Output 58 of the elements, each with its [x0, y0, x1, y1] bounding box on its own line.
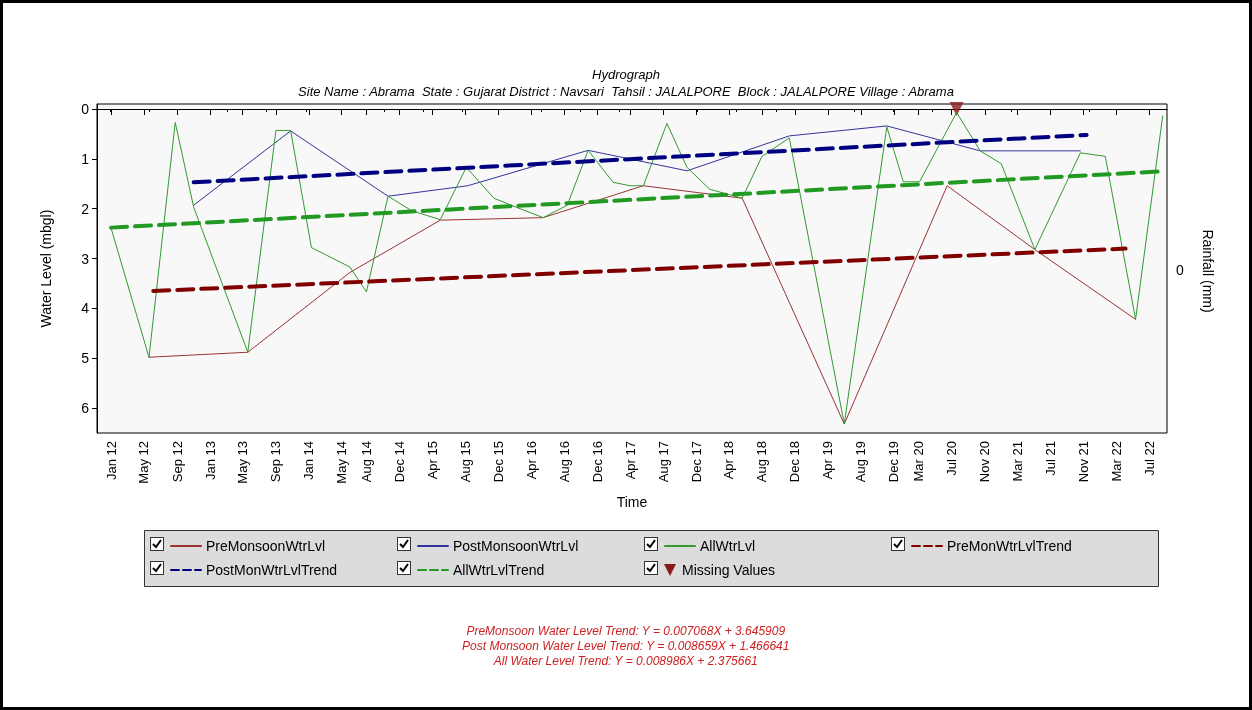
x-tick-label: Mar 20: [910, 441, 926, 482]
x-tick-label: Aug 18: [754, 441, 770, 483]
x-tick-label: Aug 16: [556, 441, 572, 483]
x-tick-label: Dec 15: [490, 441, 506, 483]
y2-axis-title: Rainfall (mm): [1200, 229, 1216, 313]
x-tick-label: Aug 15: [457, 441, 473, 483]
x-tick-label: Nov 21: [1076, 441, 1092, 483]
x-tick-label: May 13: [235, 441, 251, 484]
chart-subtitle: Site Name : Abrama State : Gujarat District : Navsari Tahsil : JALALPORE Block : JALALPORE Village : Abrama: [298, 84, 954, 99]
x-tick-label: Mar 21: [1009, 441, 1025, 482]
y-tick-label: 3: [81, 250, 90, 267]
legend-label: PostMonWtrLvlTrend: [206, 562, 337, 578]
x-tick-label: Dec 14: [391, 441, 407, 483]
x-tick-label: Jul 21: [1042, 441, 1058, 476]
text: 0: [1176, 262, 1184, 278]
y-axis-title: Water Level (mbgl): [38, 209, 54, 328]
y-tick-label: 4: [81, 300, 90, 317]
text: Post Monsoon Water Level Trend: Y = 0.008659X + 1.466641: [462, 639, 790, 653]
y-tick-label: 6: [81, 400, 90, 417]
x-tick-label: Apr 18: [721, 441, 737, 480]
x-tick-label: Dec 18: [787, 441, 803, 483]
legend-label: AllWtrLvl: [700, 538, 756, 554]
y-tick-label: 5: [81, 350, 90, 367]
legend-label: Missing Values: [682, 562, 776, 578]
line-series: [148, 185, 1137, 425]
y-tick-label: 1: [81, 150, 90, 167]
x-tick-label: Sep 12: [169, 441, 185, 483]
x-tick-label: Jan 14: [301, 441, 317, 481]
y-tick-label: 0: [81, 100, 90, 117]
x-tick-label: Dec 19: [886, 441, 902, 483]
legend-label: AllWtrLvlTrend: [453, 562, 545, 578]
x-tick-label: Apr 19: [820, 441, 836, 480]
legend-label: PreMonWtrLvlTrend: [947, 538, 1072, 554]
text: PreMonsoon Water Level Trend: Y = 0.007068X + 3.645909: [466, 624, 786, 638]
x-tick-label: Jan 13: [202, 441, 218, 481]
line-series: [193, 125, 1081, 206]
chart-title: Hydrograph: [592, 67, 660, 82]
x-tick-label: Jul 22: [1141, 441, 1157, 476]
x-tick-label: Aug 17: [655, 441, 671, 483]
legend-label: PreMonsoonWtrLvl: [206, 538, 326, 554]
x-tick-label: Apr 16: [523, 441, 539, 480]
x-tick-label: Aug 19: [853, 441, 869, 483]
x-tick-label: Sep 13: [268, 441, 284, 483]
x-axis-title: Time: [616, 494, 648, 510]
x-tick-label: Apr 15: [424, 441, 440, 480]
x-tick-label: Jan 12: [103, 441, 119, 481]
x-tick-label: May 14: [333, 441, 349, 484]
legend-label: PostMonsoonWtrLvl: [453, 538, 579, 554]
x-tick-label: Aug 14: [358, 441, 374, 483]
y-tick-label: 2: [81, 200, 90, 217]
x-tick-label: Jul 20: [943, 441, 959, 476]
x-tick-label: Mar 22: [1108, 441, 1124, 482]
x-tick-label: Dec 16: [589, 441, 605, 483]
text: All Water Level Trend: Y = 0.008986X + 2.375661: [492, 654, 758, 668]
x-tick-label: May 12: [136, 441, 152, 484]
x-tick-label: Nov 20: [977, 441, 993, 483]
x-tick-label: Dec 17: [688, 441, 704, 483]
x-tick-label: Apr 17: [622, 441, 638, 480]
